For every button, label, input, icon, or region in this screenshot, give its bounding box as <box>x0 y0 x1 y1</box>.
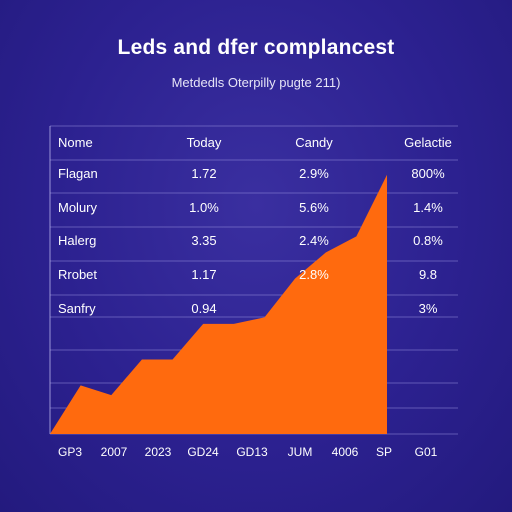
table-cell: 9.8 <box>419 267 437 282</box>
chart-title: Leds and dfer complancest <box>117 36 395 59</box>
table-cell: 2.4% <box>299 233 329 248</box>
x-tick-label: GD13 <box>236 445 268 459</box>
x-tick-label: 2007 <box>101 445 128 459</box>
table-cell: 0.94 <box>191 301 216 316</box>
table-header-cell: Gelactie <box>404 135 452 150</box>
table-cell: 0.8% <box>413 233 443 248</box>
table-cell: Halerg <box>58 233 96 248</box>
x-tick-label: GD24 <box>187 445 219 459</box>
chart-subtitle: Metdedls Oterpilly pugte 211) <box>171 75 341 90</box>
x-tick-label: 2023 <box>145 445 172 459</box>
table-cell: 1.0% <box>189 200 219 215</box>
table-header-cell: Nome <box>58 135 93 150</box>
table-cell: 1.4% <box>413 200 443 215</box>
table-cell: 800% <box>411 166 445 181</box>
table-cell: Molury <box>58 200 98 215</box>
table-cell: Flagan <box>58 166 98 181</box>
x-tick-label: 4006 <box>332 445 359 459</box>
table-cell: 3.35 <box>191 233 216 248</box>
table-cell: 5.6% <box>299 200 329 215</box>
table-cell: 2.9% <box>299 166 329 181</box>
x-tick-label: G01 <box>415 445 438 459</box>
table-header-cell: Candy <box>295 135 333 150</box>
x-tick-label: GP3 <box>58 445 82 459</box>
table-cell: 1.72 <box>191 166 216 181</box>
table-cell: 1.17 <box>191 267 216 282</box>
table-cell: Rrobet <box>58 267 97 282</box>
x-tick-label: JUM <box>288 445 313 459</box>
data-table: Nome Today Candy Gelactie Flagan 1.72 2.9% 800%… <box>58 135 452 316</box>
table-cell: 2.8% <box>299 267 329 282</box>
table-cell: 3% <box>419 301 438 316</box>
table-header-cell: Today <box>187 135 222 150</box>
table-cell: Sanfry <box>58 301 96 316</box>
x-tick-label: SP <box>376 445 392 459</box>
area-series <box>50 174 387 435</box>
x-axis-tick-labels: GP3 2007 2023 GD24 GD13 JUM 4006 SP G01 <box>58 445 438 459</box>
